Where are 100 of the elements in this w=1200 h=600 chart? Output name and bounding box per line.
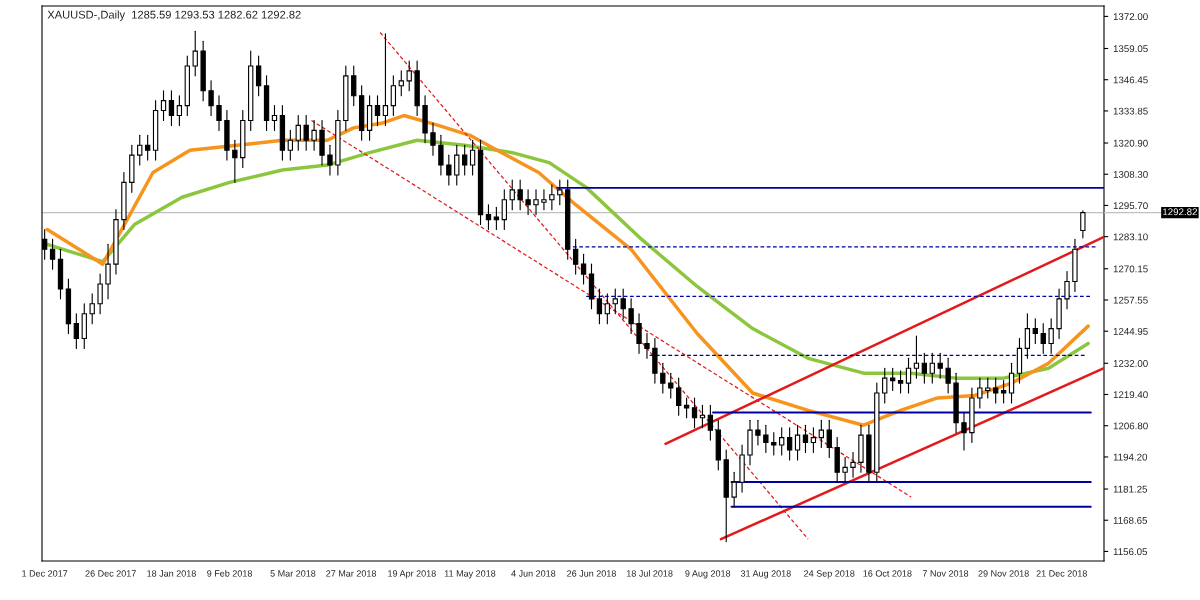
y-tick-label: 1244.95 — [1113, 327, 1148, 335]
y-tick-label: 1181.25 — [1113, 485, 1148, 493]
candlestick — [794, 424, 801, 461]
chart-title: XAUUSD-,Daily 1285.59 1293.53 1282.62 1292.82 — [47, 10, 301, 21]
candlestick — [208, 80, 214, 117]
candlestick — [525, 189, 531, 216]
candlestick — [763, 424, 769, 454]
candlestick — [826, 419, 832, 458]
candlestick — [889, 367, 896, 392]
candlestick — [549, 184, 555, 211]
candlestick — [755, 419, 761, 446]
candlestick — [97, 273, 103, 315]
candlestick — [485, 204, 492, 231]
candlestick — [517, 179, 523, 211]
candlestick — [295, 114, 301, 151]
candlestick — [160, 90, 167, 122]
x-tick-label: 18 Jan 2018 — [147, 570, 196, 577]
candlestick — [985, 377, 991, 399]
candlestick — [176, 95, 183, 126]
candlestick — [216, 95, 222, 131]
y-tick-label: 1168.65 — [1113, 516, 1148, 524]
candlestick — [897, 370, 904, 394]
candlestick — [779, 427, 785, 456]
candlestick — [271, 105, 278, 131]
x-tick-label: 5 Mar 2018 — [270, 570, 316, 577]
candlestick — [255, 55, 262, 97]
x-tick-label: 18 Jul 2018 — [626, 570, 673, 577]
candlestick — [541, 189, 547, 211]
candlestick — [945, 357, 951, 394]
candlestick — [390, 75, 397, 117]
candlestick — [1000, 380, 1007, 404]
candlestick — [604, 293, 611, 325]
candlestick — [921, 352, 928, 384]
x-tick-label: 9 Feb 2018 — [207, 570, 253, 577]
y-tick-label: 1206.80 — [1113, 422, 1148, 430]
candlestick — [810, 427, 817, 454]
candlestick — [168, 90, 175, 126]
candlestick — [192, 30, 198, 77]
x-tick-label: 24 Sep 2018 — [804, 570, 855, 579]
candlestick — [937, 352, 943, 379]
candlestick — [882, 367, 888, 404]
candlestick — [493, 206, 500, 231]
candlestick — [1024, 313, 1031, 359]
x-tick-label: 26 Dec 2017 — [85, 570, 136, 577]
candlestick — [1032, 318, 1038, 345]
x-tick-label: 4 Jun 2018 — [511, 570, 556, 577]
candlestick — [374, 95, 381, 126]
candlestick — [572, 238, 579, 275]
candlestick — [818, 419, 824, 449]
y-tick-label: 1194.20 — [1113, 453, 1148, 461]
y-tick-label: 1320.90 — [1113, 139, 1148, 147]
candlestick — [771, 432, 777, 456]
candlestick — [850, 451, 856, 478]
x-tick-label: 16 Oct 2018 — [863, 570, 912, 577]
x-tick-label: 7 Nov 2018 — [922, 570, 969, 577]
line-series — [45, 113, 1090, 427]
y-tick-label: 1257.55 — [1113, 296, 1148, 304]
candlestick — [557, 179, 563, 206]
x-tick-label: 27 Mar 2018 — [326, 570, 377, 577]
candlestick — [469, 139, 476, 176]
candlestick — [533, 189, 539, 216]
candlestick — [454, 144, 460, 186]
candlestick — [731, 471, 737, 508]
candlestick — [303, 114, 309, 151]
candlestick — [620, 288, 626, 320]
candlestick — [707, 404, 714, 441]
candlestick — [786, 427, 793, 461]
candlestick — [398, 70, 404, 97]
candlestick — [636, 313, 642, 354]
y-tick-label: 1372.00 — [1113, 13, 1148, 21]
candlestick — [73, 313, 80, 349]
candlestick — [446, 154, 452, 186]
candlestick — [232, 139, 238, 183]
candlestick — [438, 134, 444, 176]
candlestick — [501, 189, 507, 231]
candlestick — [145, 134, 151, 161]
candlestick — [351, 65, 357, 107]
candlestick — [683, 397, 690, 419]
y-tick-label: 1308.30 — [1113, 170, 1148, 178]
y-tick-label: 1295.70 — [1113, 202, 1148, 210]
candlestick — [612, 288, 618, 315]
candlestick — [842, 456, 848, 483]
candlestick — [580, 253, 587, 285]
candlestick — [644, 332, 650, 359]
candlestick — [913, 335, 920, 379]
candlestick — [382, 33, 389, 126]
x-tick-label: 31 Aug 2018 — [740, 570, 791, 579]
y-tick-label: 1346.45 — [1113, 76, 1148, 84]
candlestick — [676, 377, 682, 416]
candlestick — [49, 238, 56, 270]
x-tick-label: 11 May 2018 — [444, 570, 496, 579]
candlestick — [1064, 271, 1070, 310]
candlestick — [905, 357, 912, 394]
candlestick — [287, 129, 293, 161]
candlestick — [929, 352, 935, 384]
candlestick — [977, 377, 983, 409]
x-tick-label: 1 Dec 2017 — [22, 570, 68, 577]
ref-line-label: 1292.82 — [1163, 208, 1197, 216]
x-tick-label: 19 Apr 2018 — [388, 570, 436, 579]
candlestick — [311, 119, 317, 151]
